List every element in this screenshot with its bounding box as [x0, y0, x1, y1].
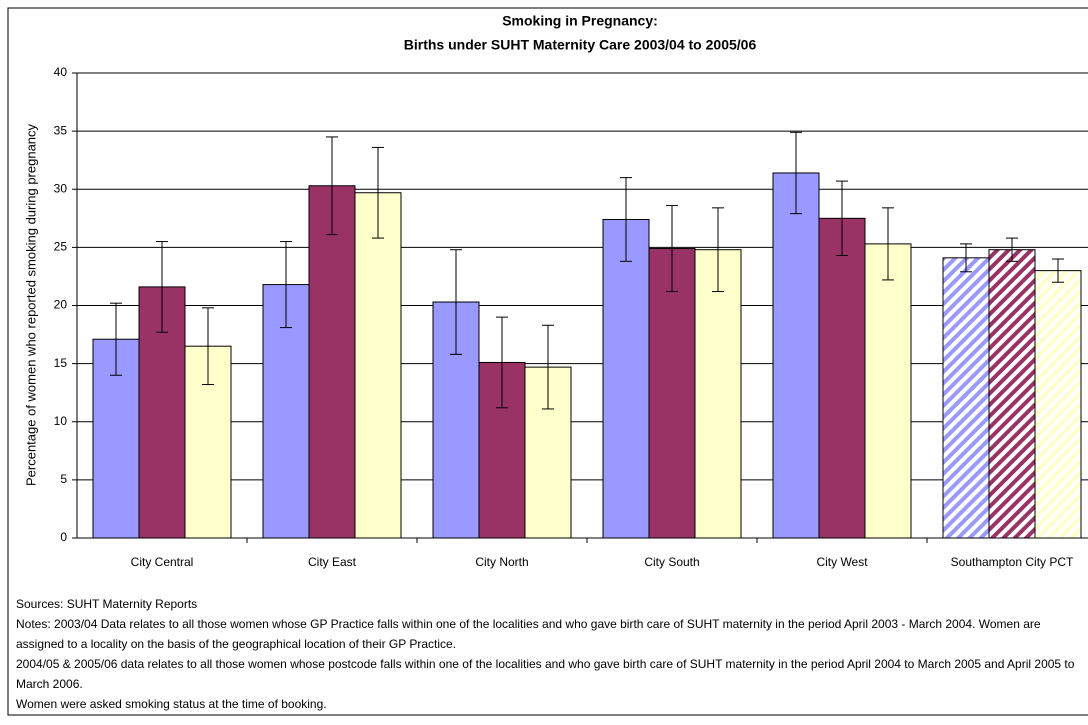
error-bar — [836, 180, 848, 257]
error-bar — [1006, 237, 1018, 262]
x-tick-label: City East — [308, 555, 357, 569]
error-bar — [156, 241, 168, 333]
error-bar — [882, 207, 894, 281]
bar — [942, 257, 990, 539]
error-bar — [280, 241, 292, 329]
error-bar — [372, 146, 384, 239]
bar — [648, 248, 696, 539]
bar — [308, 185, 356, 539]
bar — [1034, 270, 1082, 539]
error-bar — [496, 316, 508, 409]
error-bar — [960, 243, 972, 273]
bar — [988, 249, 1036, 539]
error-bar — [450, 249, 462, 355]
x-tick-label: City West — [816, 555, 868, 569]
note: Notes: 2003/04 Data relates to all those… — [16, 617, 1041, 651]
chart-title: Births under SUHT Maternity Care 2003/04… — [404, 37, 757, 53]
y-tick-label: 35 — [54, 123, 68, 137]
chart-title: Smoking in Pregnancy: — [502, 13, 658, 29]
x-tick-label: Southampton City PCT — [951, 555, 1074, 569]
error-bar — [542, 324, 554, 410]
bar — [864, 243, 912, 539]
error-bar — [712, 207, 724, 293]
bar — [354, 192, 402, 539]
y-tick-label: 25 — [54, 240, 68, 254]
chart-frame — [7, 7, 1088, 716]
error-bar — [1052, 258, 1064, 283]
x-tick-label: City North — [475, 555, 528, 569]
note: Sources: SUHT Maternity Reports — [16, 597, 198, 611]
error-bar — [110, 302, 122, 376]
y-axis-label: Percentage of women who reported smoking… — [23, 123, 38, 486]
y-tick-label: 0 — [60, 530, 67, 544]
bar — [602, 218, 650, 539]
note: Women were asked smoking status at the t… — [16, 697, 327, 711]
y-tick-label: 5 — [60, 472, 67, 486]
y-tick-label: 40 — [54, 65, 68, 79]
bar — [772, 172, 820, 539]
x-tick-label: City Central — [131, 555, 194, 569]
y-tick-label: 10 — [54, 414, 68, 428]
error-bar — [326, 136, 338, 236]
error-bar — [202, 307, 214, 386]
bar — [694, 249, 742, 539]
x-tick-label: City South — [644, 555, 699, 569]
error-bar — [666, 205, 678, 293]
error-bar — [620, 177, 632, 262]
y-tick-label: 30 — [54, 181, 68, 195]
notes: Sources: SUHT Maternity Reports Notes: 20… — [16, 594, 1078, 714]
error-bar — [790, 131, 802, 215]
y-tick-label: 15 — [54, 356, 68, 370]
y-tick-label: 20 — [54, 298, 68, 312]
note: 2004/05 & 2005/06 data relates to all th… — [16, 657, 1075, 691]
bar — [818, 217, 866, 539]
